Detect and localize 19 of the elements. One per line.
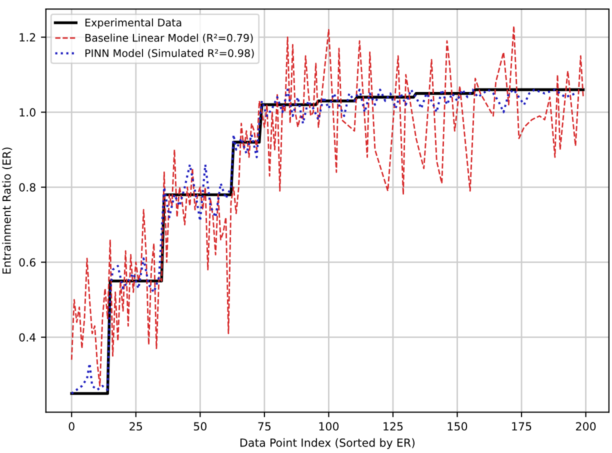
x-tick-label: 100 xyxy=(319,422,339,431)
y-tick-label: 0.4 xyxy=(19,333,36,342)
x-tick-label: 50 xyxy=(194,422,206,431)
y-tick-label: 0.6 xyxy=(19,258,36,267)
x-tick-label: 200 xyxy=(576,422,596,431)
x-tick-label: 150 xyxy=(448,422,468,431)
x-tick-label: 0 xyxy=(68,422,74,431)
x-tick-label: 25 xyxy=(130,422,142,431)
legend-label: Experimental Data xyxy=(85,18,182,29)
y-tick-label: 0.8 xyxy=(19,183,36,192)
x-axis-title: Data Point Index (Sorted by ER) xyxy=(240,438,414,450)
x-tick-label: 175 xyxy=(512,422,532,431)
y-axis-title: Entrainment Ratio (ER) xyxy=(2,148,12,274)
x-tick-label: 125 xyxy=(384,422,403,431)
y-tick-label: 1.2 xyxy=(20,33,36,42)
legend-label: PINN Model (Simulated R²=0.98) xyxy=(85,49,254,58)
x-tick-label: 75 xyxy=(258,422,271,431)
legend-label: Baseline Linear Model (R²=0.79) xyxy=(85,34,253,44)
y-tick-label: 1.0 xyxy=(20,108,36,117)
